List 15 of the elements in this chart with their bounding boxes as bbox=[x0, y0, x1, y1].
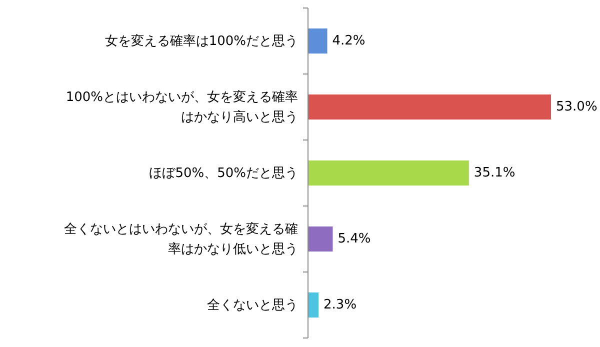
bar bbox=[308, 160, 469, 186]
bar bbox=[308, 28, 328, 54]
data-label: 35.1% bbox=[474, 166, 516, 180]
data-label: 5.4% bbox=[338, 232, 371, 246]
data-label: 4.2% bbox=[332, 34, 366, 48]
y-tick-label: ほぼ50%、50%だと思う bbox=[149, 166, 298, 180]
bar bbox=[308, 94, 551, 120]
data-label: 53.0% bbox=[556, 100, 598, 114]
bar bbox=[308, 226, 333, 252]
bar bbox=[308, 292, 319, 318]
y-tick-label: 全くないと思う bbox=[207, 298, 298, 312]
data-label: 2.3% bbox=[324, 298, 357, 312]
y-tick-label: 100%とはいわないが、女を変える確率はかなり高いと思う bbox=[66, 88, 298, 124]
y-tick-label: 女を変える確率は100%だと思う bbox=[104, 32, 298, 48]
y-tick-label: 全くないとはいわないが、女を変える確率はかなり低いと思う bbox=[64, 220, 298, 256]
